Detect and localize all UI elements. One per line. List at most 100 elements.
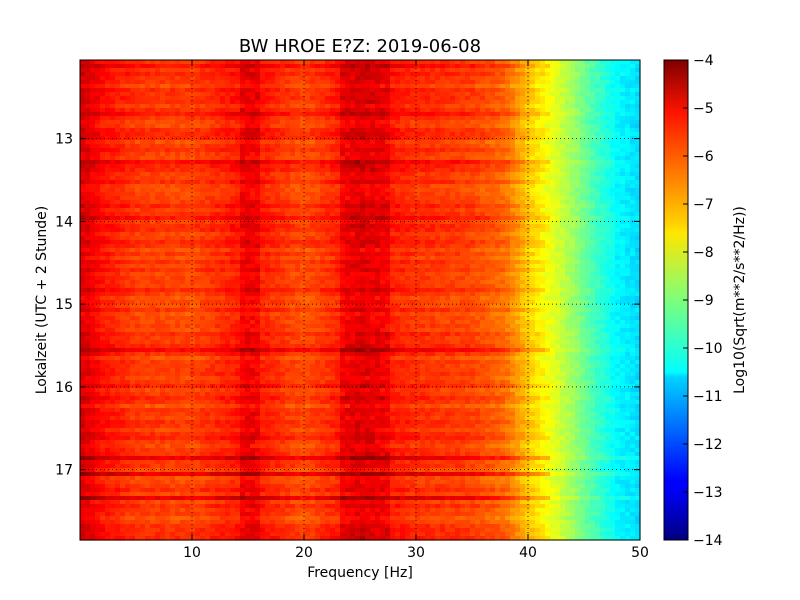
heatmap-cell — [270, 116, 276, 121]
heatmap-cell — [80, 88, 86, 93]
heatmap-cell — [605, 196, 611, 201]
heatmap-cell — [280, 64, 286, 69]
heatmap-cell — [395, 140, 401, 145]
heatmap-cell — [185, 232, 191, 237]
heatmap-cell — [115, 132, 121, 137]
heatmap-cell — [90, 208, 96, 213]
heatmap-cell — [595, 156, 601, 161]
heatmap-cell — [400, 80, 406, 85]
heatmap-cell — [465, 116, 471, 121]
heatmap-cell — [485, 200, 491, 205]
heatmap-cell — [355, 136, 361, 141]
heatmap-cell — [240, 220, 246, 225]
heatmap-cell — [385, 168, 391, 173]
heatmap-cell — [490, 176, 496, 181]
heatmap-cell — [220, 152, 226, 157]
heatmap-cell — [275, 192, 281, 197]
heatmap-cell — [315, 160, 321, 165]
heatmap-cell — [320, 108, 326, 113]
heatmap-cell — [130, 192, 136, 197]
heatmap-cell — [260, 112, 266, 117]
heatmap-cell — [470, 220, 476, 225]
heatmap-cell — [300, 160, 306, 165]
heatmap-cell — [200, 72, 206, 77]
heatmap-cell — [510, 60, 516, 65]
heatmap-cell — [120, 176, 126, 181]
heatmap-cell — [385, 216, 391, 221]
heatmap-cell — [455, 68, 461, 73]
heatmap-cell — [450, 112, 456, 117]
heatmap-cell — [375, 232, 381, 237]
heatmap-cell — [340, 100, 346, 105]
heatmap-cell — [185, 108, 191, 113]
heatmap-cell — [260, 204, 266, 209]
heatmap-cell — [185, 72, 191, 77]
heatmap-cell — [455, 160, 461, 165]
heatmap-cell — [400, 116, 406, 121]
heatmap-cell — [490, 196, 496, 201]
heatmap-cell — [465, 120, 471, 125]
heatmap-cell — [320, 184, 326, 189]
heatmap-cell — [290, 108, 296, 113]
heatmap-cell — [530, 140, 536, 145]
heatmap-cell — [235, 204, 241, 209]
heatmap-cell — [350, 152, 356, 157]
heatmap-cell — [615, 152, 621, 157]
heatmap-cell — [330, 88, 336, 93]
heatmap-cell — [390, 172, 396, 177]
heatmap-cell — [355, 120, 361, 125]
heatmap-cell — [555, 224, 561, 229]
heatmap-cell — [90, 172, 96, 177]
heatmap-cell — [575, 164, 581, 169]
heatmap-cell — [530, 192, 536, 197]
heatmap-cell — [90, 180, 96, 185]
heatmap-cell — [410, 116, 416, 121]
heatmap-cell — [105, 156, 111, 161]
heatmap-cell — [560, 80, 566, 85]
heatmap-cell — [150, 116, 156, 121]
heatmap-cell — [515, 92, 521, 97]
heatmap-cell — [275, 200, 281, 205]
heatmap-cell — [165, 188, 171, 193]
heatmap-cell — [460, 136, 466, 141]
heatmap-cell — [310, 68, 316, 73]
heatmap-cell — [505, 80, 511, 85]
heatmap-cell — [555, 152, 561, 157]
heatmap-cell — [335, 68, 341, 73]
heatmap-cell — [595, 72, 601, 77]
heatmap-cell — [560, 60, 566, 65]
heatmap-cell — [90, 80, 96, 85]
heatmap-cell — [105, 108, 111, 113]
heatmap-cell — [435, 160, 441, 165]
heatmap-cell — [200, 228, 206, 233]
heatmap-cell — [80, 228, 86, 233]
heatmap-cell — [235, 88, 241, 93]
heatmap-cell — [145, 212, 151, 217]
heatmap-cell — [505, 188, 511, 193]
heatmap-cell — [210, 192, 216, 197]
heatmap-cell — [340, 168, 346, 173]
heatmap-cell — [635, 120, 641, 125]
heatmap-cell — [350, 100, 356, 105]
heatmap-cell — [80, 172, 86, 177]
heatmap-cell — [125, 168, 131, 173]
heatmap-cell — [620, 168, 626, 173]
heatmap-cell — [545, 132, 551, 137]
heatmap-cell — [535, 88, 541, 93]
heatmap-cell — [395, 112, 401, 117]
heatmap-cell — [635, 208, 641, 213]
heatmap-cell — [250, 160, 256, 165]
heatmap-cell — [165, 152, 171, 157]
heatmap-cell — [600, 204, 606, 209]
heatmap-cell — [250, 200, 256, 205]
heatmap-cell — [490, 108, 496, 113]
heatmap-cell — [315, 172, 321, 177]
heatmap-cell — [630, 224, 636, 229]
heatmap-cell — [205, 204, 211, 209]
heatmap-cell — [415, 100, 421, 105]
heatmap-cell — [280, 180, 286, 185]
heatmap-cell — [305, 124, 311, 129]
heatmap-cell — [145, 132, 151, 137]
heatmap-cell — [520, 136, 526, 141]
heatmap-cell — [165, 60, 171, 65]
